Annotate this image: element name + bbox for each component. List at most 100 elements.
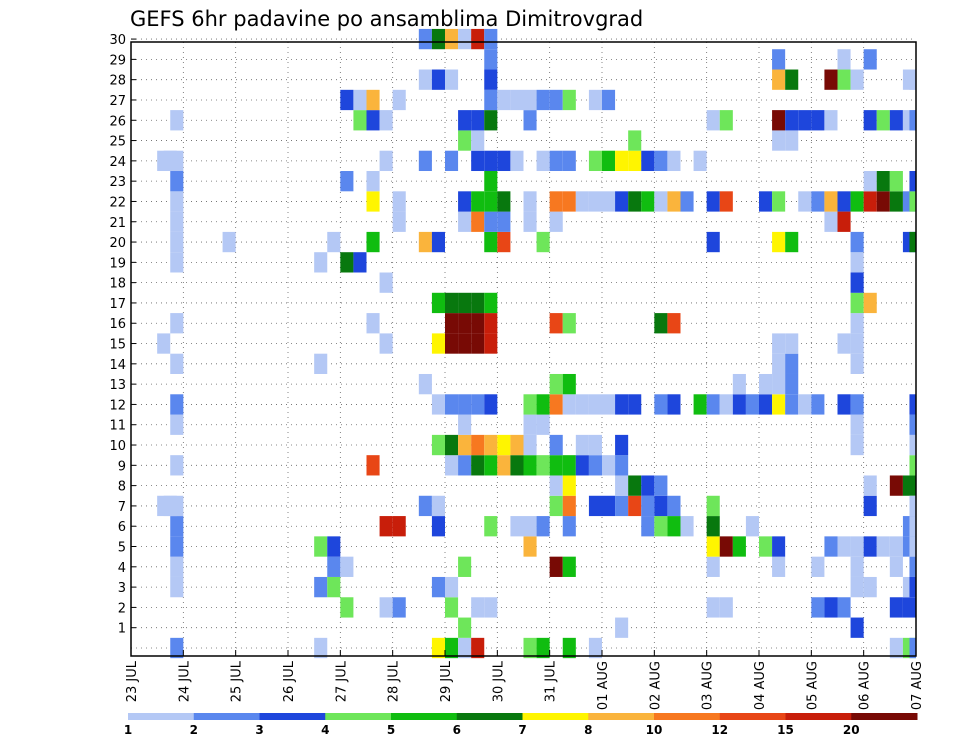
heatmap-cell	[445, 434, 459, 456]
heatmap-cell	[863, 171, 877, 192]
heatmap-cell	[785, 353, 799, 374]
heatmap-cell	[628, 191, 642, 212]
heatmap-cell	[366, 191, 380, 212]
heatmap-cell	[575, 434, 589, 456]
heatmap-cell	[562, 191, 576, 212]
heatmap-cell	[170, 252, 184, 273]
heatmap-cell	[523, 637, 537, 659]
legend-swatch	[654, 713, 721, 720]
heatmap-cell	[680, 516, 694, 537]
heatmap-cell	[471, 191, 485, 212]
heatmap-cell	[170, 516, 184, 537]
heatmap-cell	[170, 414, 184, 435]
heatmap-cell	[909, 637, 916, 659]
heatmap-cell	[392, 211, 406, 232]
heatmap-cell	[863, 475, 877, 496]
heatmap-cell	[523, 89, 537, 111]
heatmap-cell	[170, 353, 184, 374]
heatmap-cell	[706, 394, 720, 415]
heatmap-cell	[327, 556, 341, 577]
heatmap-cell	[340, 556, 354, 577]
heatmap-cell	[667, 516, 681, 537]
heatmap-cell	[445, 69, 459, 90]
heatmap-cell	[863, 576, 877, 598]
heatmap-cell	[484, 455, 498, 476]
heatmap-cell	[824, 211, 838, 232]
heatmap-cell	[157, 333, 171, 354]
heatmap-cell	[392, 89, 406, 111]
y-tick-label: 21	[109, 216, 126, 231]
x-tick-label: 07 AUG	[910, 661, 925, 710]
heatmap-cell	[811, 597, 825, 618]
heatmap-cell	[785, 130, 799, 151]
heatmap-cell	[314, 536, 328, 557]
heatmap-cell	[431, 333, 445, 354]
heatmap-cell	[837, 333, 851, 354]
color-legend: 1 2 3 4 5 6 7 8 10 12 15 20	[124, 713, 918, 737]
chart-title: GEFS 6hr padavine po ansamblima Dimitrov…	[130, 7, 643, 31]
heatmap-cell	[418, 231, 432, 253]
heatmap-cell	[549, 89, 563, 111]
heatmap-cell	[484, 89, 498, 111]
heatmap-cell	[484, 597, 498, 618]
heatmap-cell	[615, 495, 629, 517]
y-tick-label: 27	[109, 94, 126, 109]
heatmap-cell	[471, 28, 485, 50]
heatmap-cell	[536, 414, 550, 435]
legend-swatch	[719, 713, 786, 720]
heatmap-cell	[588, 455, 602, 476]
heatmap-cell	[445, 394, 459, 415]
heatmap-cell	[458, 191, 472, 212]
heatmap-cell	[719, 536, 733, 557]
legend-label: 7	[518, 723, 526, 737]
y-tick-label: 14	[109, 358, 126, 373]
heatmap-cell	[314, 353, 328, 374]
heatmap-cell	[602, 495, 616, 517]
heatmap-cell	[889, 597, 903, 618]
heatmap-cell	[562, 516, 576, 537]
legend-label: 12	[711, 723, 728, 737]
heatmap-cell	[909, 191, 916, 212]
y-tick-label: 5	[118, 541, 126, 556]
plot-frame	[130, 41, 917, 657]
heatmap-cell	[497, 211, 511, 232]
heatmap-cell	[418, 28, 432, 50]
heatmap-cell	[889, 191, 903, 212]
heatmap-cell	[667, 191, 681, 212]
heatmap-cell	[497, 455, 511, 476]
y-tick-label: 25	[109, 135, 126, 150]
y-tick-label: 4	[118, 561, 126, 576]
heatmap-cell	[772, 231, 786, 253]
heatmap-cell	[562, 455, 576, 476]
heatmap-cell	[824, 597, 838, 618]
heatmap-cell	[523, 455, 537, 476]
heatmap-cell	[824, 191, 838, 212]
heatmap-cell	[445, 455, 459, 476]
y-tick-label: 7	[118, 500, 126, 515]
heatmap-cell	[850, 69, 864, 90]
heatmap-cell	[431, 434, 445, 456]
legend-swatch	[456, 713, 523, 720]
heatmap-cell	[837, 191, 851, 212]
heatmap-cell	[654, 495, 668, 517]
heatmap-cell	[314, 252, 328, 273]
heatmap-cell	[549, 211, 563, 232]
heatmap-cell	[379, 597, 393, 618]
heatmap-cell	[458, 110, 472, 131]
heatmap-cell	[602, 394, 616, 415]
heatmap-cell	[340, 252, 354, 273]
heatmap-cell	[484, 394, 498, 415]
y-tick-label: 3	[118, 581, 126, 596]
heatmap-cell	[484, 434, 498, 456]
heatmap-cell	[706, 495, 720, 517]
heatmap-cell	[549, 394, 563, 415]
y-tick-label: 23	[109, 175, 126, 190]
heatmap-cell	[575, 191, 589, 212]
heatmap-cell	[170, 556, 184, 577]
heatmap-cell	[693, 150, 707, 172]
heatmap-cell	[575, 394, 589, 415]
heatmap-cell	[379, 150, 393, 172]
heatmap-cell	[549, 434, 563, 456]
heatmap-cell	[850, 292, 864, 314]
heatmap-cell	[379, 110, 393, 131]
